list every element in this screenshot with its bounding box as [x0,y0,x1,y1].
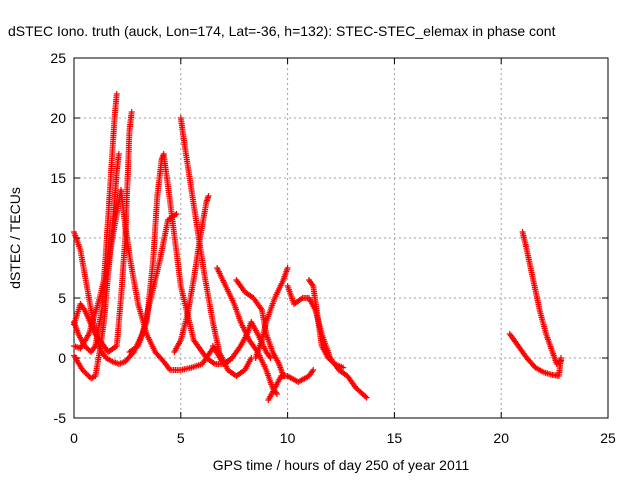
grid [74,58,608,418]
y-tick-label: 0 [58,350,66,366]
series-arc-17 [519,229,565,367]
y-tick-label: 25 [50,50,66,66]
plus-marker [284,265,291,271]
plus-marker [363,394,370,401]
series-arc-5 [71,187,216,373]
plus-marker [83,371,90,378]
series-arc-14 [284,283,370,401]
x-tick-label: 20 [493,430,509,446]
x-tick-label: 10 [280,430,296,446]
series-arc-12 [252,265,291,361]
series-arc-8 [171,193,212,355]
plus-marker [205,193,212,199]
plus-marker [558,357,565,364]
y-tick-label: 10 [50,230,66,246]
plus-marker [273,391,280,397]
plus-marker [362,393,369,400]
plus-marker [128,109,135,115]
chart-title: dSTEC Iono. truth (auck, Lon=174, Lat=-3… [8,23,556,39]
y-axis-label: dSTEC / TECUs [7,187,23,289]
plus-marker [82,369,89,376]
plus-marker [113,91,120,97]
x-tick-label: 0 [70,430,78,446]
plus-marker [115,151,122,157]
x-tick-label: 25 [600,430,616,446]
y-tick-label: 20 [50,110,66,126]
series-arc-16 [506,331,565,379]
plus-marker [310,367,317,373]
series-arc-15 [305,277,347,371]
y-tick-label: 5 [58,290,66,306]
data-marks [71,91,565,403]
x-tick-label: 15 [387,430,403,446]
plus-marker [267,355,274,361]
plus-marker [340,364,347,371]
x-tick-label: 5 [177,430,185,446]
series-arc-7 [177,115,255,379]
series-arc-6 [126,151,233,367]
y-tick-label: -5 [54,410,67,426]
x-axis-label: GPS time / hours of day 250 of year 2011 [213,457,470,473]
series-arc-13 [265,367,317,403]
series-arc-3 [71,151,122,382]
y-tick-label: 15 [50,170,66,186]
